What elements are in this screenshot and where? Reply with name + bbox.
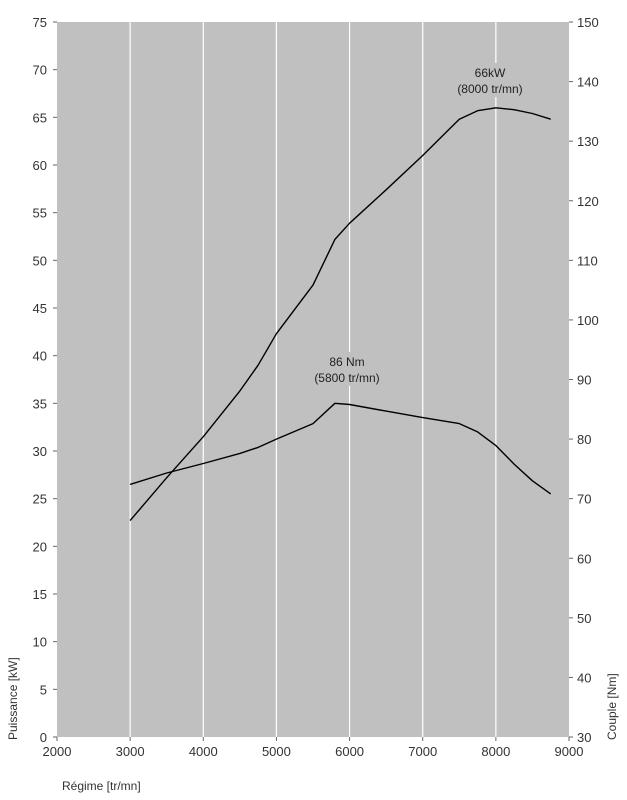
- x-tick-label-3000: 3000: [116, 744, 145, 759]
- y-right-axis-ticks: 30 40 50 60 70 80 90 100 110 120 130 140 150: [569, 15, 599, 745]
- annotations: 66kW (8000 tr/mn) 86 Nm (5800 tr/mn): [303, 63, 530, 386]
- y-left-axis-ticks: 0 5 10 15 20 25 30 35 40 45 50 55 60 65 70 75: [33, 15, 57, 745]
- y-right-axis-title: Couple [Nm]: [605, 673, 619, 740]
- torque-peak-label: 86 Nm: [329, 355, 364, 369]
- y-right-tick-label-100: 100: [577, 313, 599, 328]
- y-left-tick-label-70: 70: [33, 63, 47, 78]
- y-left-tick-label-55: 55: [33, 206, 47, 221]
- x-tick-label-7000: 7000: [408, 744, 437, 759]
- y-left-tick-label-65: 65: [33, 110, 47, 125]
- x-tick-label-9000: 9000: [555, 744, 584, 759]
- x-axis-title: Régime [tr/mn]: [62, 779, 141, 793]
- y-right-tick-label-90: 90: [577, 373, 591, 388]
- y-right-tick-label-50: 50: [577, 611, 591, 626]
- power-curve: [129, 107, 551, 522]
- y-left-tick-label-60: 60: [33, 158, 47, 173]
- torque-peak-label-bg: [303, 352, 393, 386]
- y-right-tick-label-150: 150: [577, 15, 599, 30]
- x-tick-label-5000: 5000: [262, 744, 291, 759]
- y-right-tick-label-80: 80: [577, 432, 591, 447]
- y-left-tick-label-20: 20: [33, 539, 47, 554]
- y-left-tick-label-75: 75: [33, 15, 47, 30]
- x-tick-label-4000: 4000: [189, 744, 218, 759]
- y-left-axis-title: Puissance [kW]: [6, 657, 20, 740]
- x-tick-label-8000: 8000: [481, 744, 510, 759]
- y-right-tick-label-70: 70: [577, 492, 591, 507]
- y-left-tick-label-30: 30: [33, 444, 47, 459]
- y-left-tick-label-35: 35: [33, 396, 47, 411]
- y-right-tick-label-130: 130: [577, 134, 599, 149]
- x-tick-label-6000: 6000: [335, 744, 364, 759]
- x-axis-ticks: 2000 3000 4000 5000 6000 7000 8000 9000: [43, 737, 584, 759]
- y-left-tick-label-25: 25: [33, 492, 47, 507]
- power-peak-rpm-label: (8000 tr/mn): [457, 82, 522, 96]
- series-lines: [129, 107, 552, 522]
- y-left-tick-label-10: 10: [33, 635, 47, 650]
- y-right-tick-label-110: 110: [577, 253, 598, 268]
- y-left-tick-label-15: 15: [33, 587, 47, 602]
- power-peak-label-bg: [445, 63, 530, 97]
- power-peak-label: 66kW: [475, 66, 506, 80]
- torque-peak-rpm-label: (5800 tr/mn): [314, 371, 379, 385]
- y-left-tick-label-40: 40: [33, 349, 47, 364]
- y-right-tick-label-120: 120: [577, 194, 599, 209]
- y-left-tick-label-50: 50: [33, 253, 47, 268]
- y-right-tick-label-140: 140: [577, 75, 599, 90]
- y-left-tick-label-5: 5: [40, 682, 47, 697]
- y-left-tick-label-0: 0: [40, 730, 47, 745]
- y-right-tick-label-30: 30: [577, 730, 591, 745]
- torque-curve: [129, 402, 552, 495]
- y-right-tick-label-60: 60: [577, 551, 591, 566]
- y-right-tick-label-40: 40: [577, 670, 591, 685]
- x-tick-label-2000: 2000: [43, 744, 72, 759]
- y-left-tick-label-45: 45: [33, 301, 47, 316]
